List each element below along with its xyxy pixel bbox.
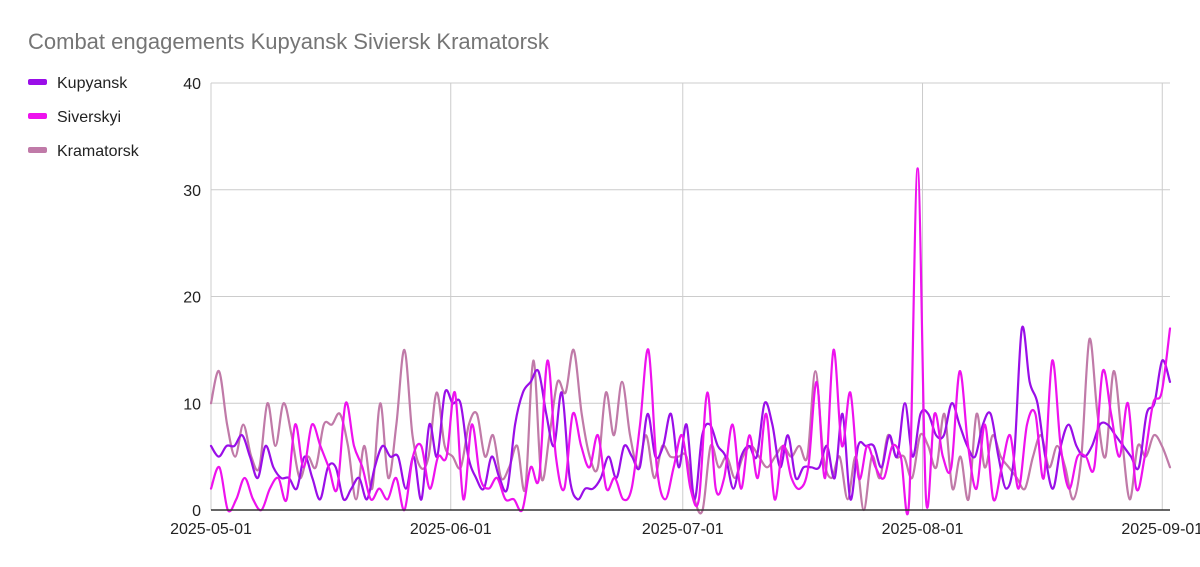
chart-title: Combat engagements Kupyansk Siviersk Kra…: [28, 29, 550, 54]
series-line-siverskyi: [209, 167, 1172, 516]
legend-label-siverskyi: Siverskyi: [57, 109, 121, 126]
x-tick-label: 2025-09-01: [1121, 521, 1200, 538]
legend-item-kramatorsk[interactable]: Kramatorsk: [28, 143, 140, 160]
legend: Kupyansk Siverskyi Kramatorsk: [28, 75, 140, 160]
x-tick-label: 2025-07-01: [642, 521, 724, 538]
legend-label-kupyansk: Kupyansk: [57, 75, 128, 92]
legend-label-kramatorsk: Kramatorsk: [57, 143, 140, 160]
y-axis-ticks: 0 10 20 30 40: [183, 76, 201, 520]
y-tick-label: 20: [183, 290, 201, 307]
y-tick-label: 40: [183, 76, 201, 93]
y-tick-label: 30: [183, 183, 201, 200]
x-tick-label: 2025-05-01: [170, 521, 252, 538]
legend-swatch-kramatorsk: [28, 147, 47, 153]
x-tick-label: 2025-06-01: [410, 521, 492, 538]
x-tick-label: 2025-08-01: [882, 521, 964, 538]
legend-swatch-siverskyi: [28, 113, 47, 119]
x-axis-ticks: 2025-05-01 2025-06-01 2025-07-01 2025-08-01…: [170, 521, 1200, 538]
legend-item-siverskyi[interactable]: Siverskyi: [28, 109, 121, 126]
y-tick-label: 10: [183, 396, 201, 413]
y-tick-label: 0: [192, 503, 201, 520]
legend-swatch-kupyansk: [28, 79, 47, 85]
grid: [210, 82, 1170, 510]
series-lines: [209, 167, 1172, 516]
legend-item-kupyansk[interactable]: Kupyansk: [28, 75, 128, 92]
series-line-kupyansk: [209, 325, 1172, 502]
